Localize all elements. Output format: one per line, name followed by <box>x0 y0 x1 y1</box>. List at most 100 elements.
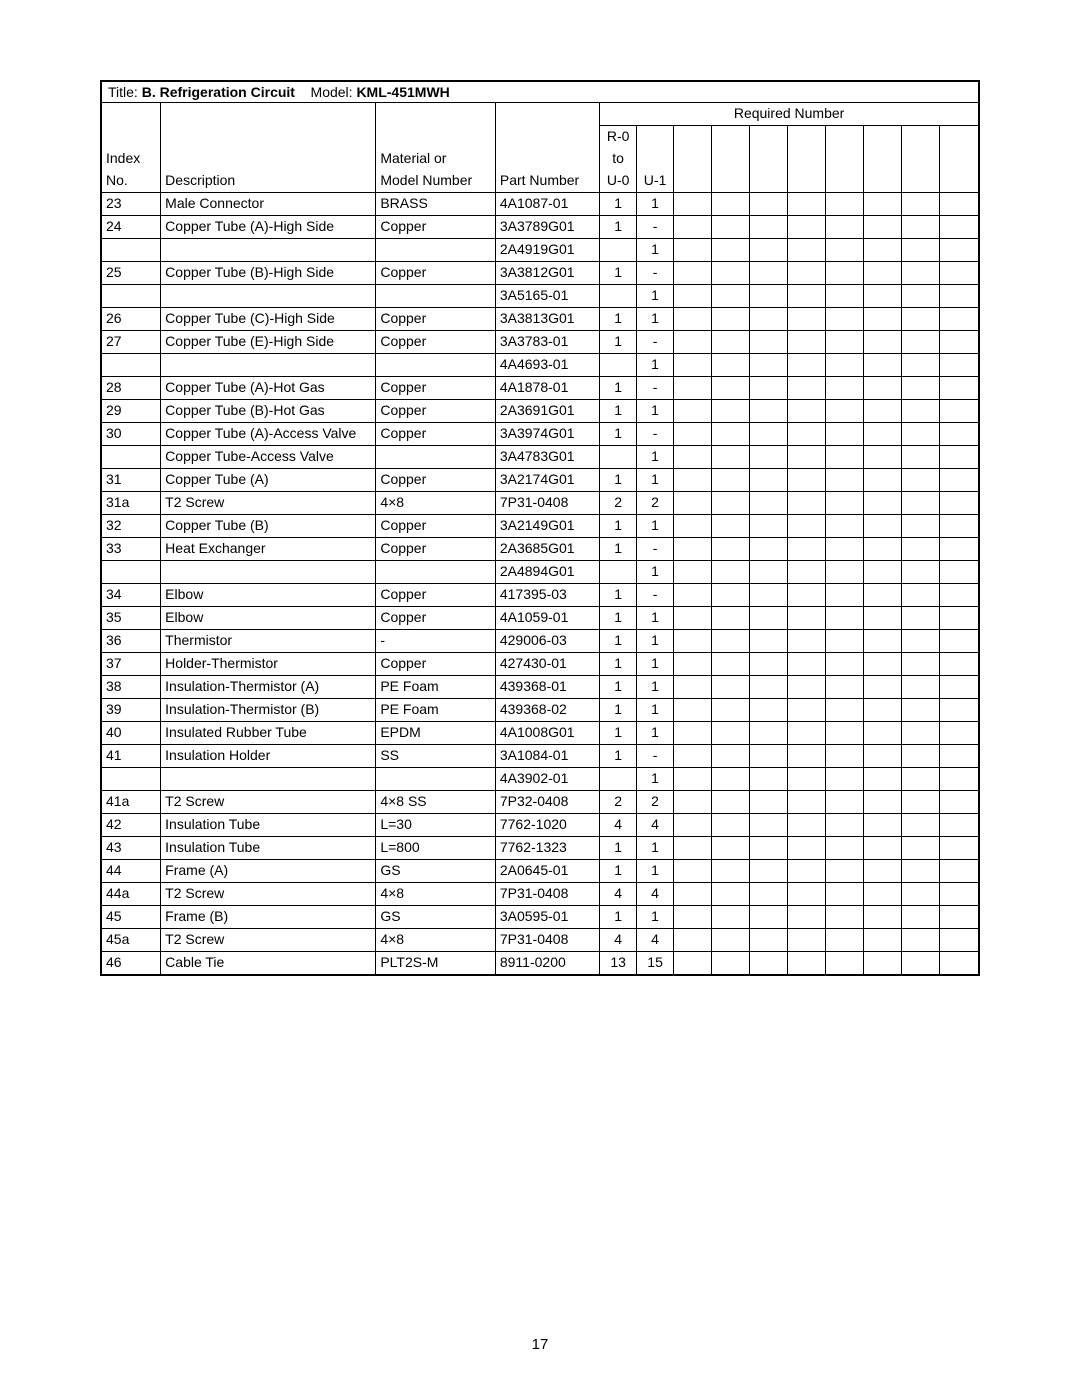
table-cell <box>376 239 496 262</box>
table-cell <box>902 515 940 538</box>
table-cell <box>712 791 750 814</box>
table-cell: Elbow <box>161 584 376 607</box>
table-cell: Copper <box>376 515 496 538</box>
table-cell: 7P31-0408 <box>495 492 599 515</box>
table-cell <box>674 446 712 469</box>
table-row: 34ElbowCopper417395-031- <box>102 584 978 607</box>
table-cell <box>864 262 902 285</box>
table-cell: Elbow <box>161 607 376 630</box>
table-cell <box>940 446 978 469</box>
table-cell <box>712 308 750 331</box>
table-cell <box>826 584 864 607</box>
hdr-u0b: to <box>600 148 637 170</box>
table-cell: 41 <box>102 745 161 768</box>
hdr-blank <box>712 148 750 170</box>
table-cell <box>788 676 826 699</box>
table-cell <box>864 883 902 906</box>
table-cell: 15 <box>637 952 674 975</box>
table-cell <box>600 285 637 308</box>
table-cell <box>826 860 864 883</box>
table-row: 2A4919G011 <box>102 239 978 262</box>
table-cell: 3A2149G01 <box>495 515 599 538</box>
table-cell: 39 <box>102 699 161 722</box>
table-cell <box>940 216 978 239</box>
table-cell <box>788 952 826 975</box>
table-cell <box>902 239 940 262</box>
table-cell: 4A1008G01 <box>495 722 599 745</box>
table-cell <box>712 883 750 906</box>
table-cell: 1 <box>600 653 637 676</box>
table-cell: 30 <box>102 423 161 446</box>
table-cell <box>750 653 788 676</box>
hdr-blank <box>788 126 826 149</box>
table-cell <box>712 193 750 216</box>
table-cell <box>826 653 864 676</box>
parts-table: Required Number R-0 <box>102 103 978 974</box>
table-cell <box>788 400 826 423</box>
table-row: 28Copper Tube (A)-Hot GasCopper4A1878-01… <box>102 377 978 400</box>
table-cell: 1 <box>600 584 637 607</box>
hdr-blank <box>674 170 712 193</box>
table-cell <box>712 216 750 239</box>
table-cell <box>788 860 826 883</box>
table-cell: 1 <box>637 561 674 584</box>
table-cell: - <box>637 377 674 400</box>
table-cell: T2 Screw <box>161 492 376 515</box>
hdr-part: Part Number <box>495 170 599 193</box>
table-cell <box>864 561 902 584</box>
table-cell <box>902 814 940 837</box>
hdr-blank <box>902 148 940 170</box>
table-cell <box>750 469 788 492</box>
table-cell <box>750 377 788 400</box>
table-cell <box>940 883 978 906</box>
table-cell <box>102 768 161 791</box>
table-cell <box>864 446 902 469</box>
table-cell <box>902 883 940 906</box>
table-cell <box>902 607 940 630</box>
table-cell: 37 <box>102 653 161 676</box>
table-cell <box>940 308 978 331</box>
hdr-blank <box>902 126 940 149</box>
table-cell <box>788 768 826 791</box>
table-cell: Frame (B) <box>161 906 376 929</box>
table-cell <box>750 446 788 469</box>
hdr-mat2: Model Number <box>376 170 496 193</box>
table-cell <box>902 561 940 584</box>
table-cell: 3A3813G01 <box>495 308 599 331</box>
table-cell <box>674 584 712 607</box>
table-cell: 417395-03 <box>495 584 599 607</box>
table-row: 27Copper Tube (E)-High SideCopper3A3783-… <box>102 331 978 354</box>
table-cell: 1 <box>600 377 637 400</box>
table-cell <box>864 193 902 216</box>
title-row: Title: B. Refrigeration Circuit Model: K… <box>102 82 978 103</box>
table-cell <box>712 837 750 860</box>
header-row-3: Index Material or to <box>102 148 978 170</box>
table-cell: 38 <box>102 676 161 699</box>
table-cell: 2 <box>637 492 674 515</box>
table-cell <box>376 561 496 584</box>
hdr-blank <box>750 170 788 193</box>
table-cell <box>750 630 788 653</box>
table-cell <box>940 952 978 975</box>
table-cell <box>750 515 788 538</box>
table-cell <box>940 630 978 653</box>
table-cell <box>826 607 864 630</box>
table-cell: Copper <box>376 607 496 630</box>
table-cell <box>712 538 750 561</box>
table-cell <box>788 538 826 561</box>
table-cell: 7762-1020 <box>495 814 599 837</box>
table-cell <box>712 469 750 492</box>
table-cell: 1 <box>637 837 674 860</box>
table-row: 31aT2 Screw4×87P31-040822 <box>102 492 978 515</box>
table-cell <box>750 193 788 216</box>
table-cell <box>788 883 826 906</box>
table-cell <box>712 745 750 768</box>
table-row: 41aT2 Screw4×8 SS7P32-040822 <box>102 791 978 814</box>
table-cell <box>864 308 902 331</box>
table-cell: 427430-01 <box>495 653 599 676</box>
table-cell <box>902 929 940 952</box>
table-cell <box>826 676 864 699</box>
table-cell <box>750 952 788 975</box>
table-cell <box>826 469 864 492</box>
table-cell <box>750 676 788 699</box>
